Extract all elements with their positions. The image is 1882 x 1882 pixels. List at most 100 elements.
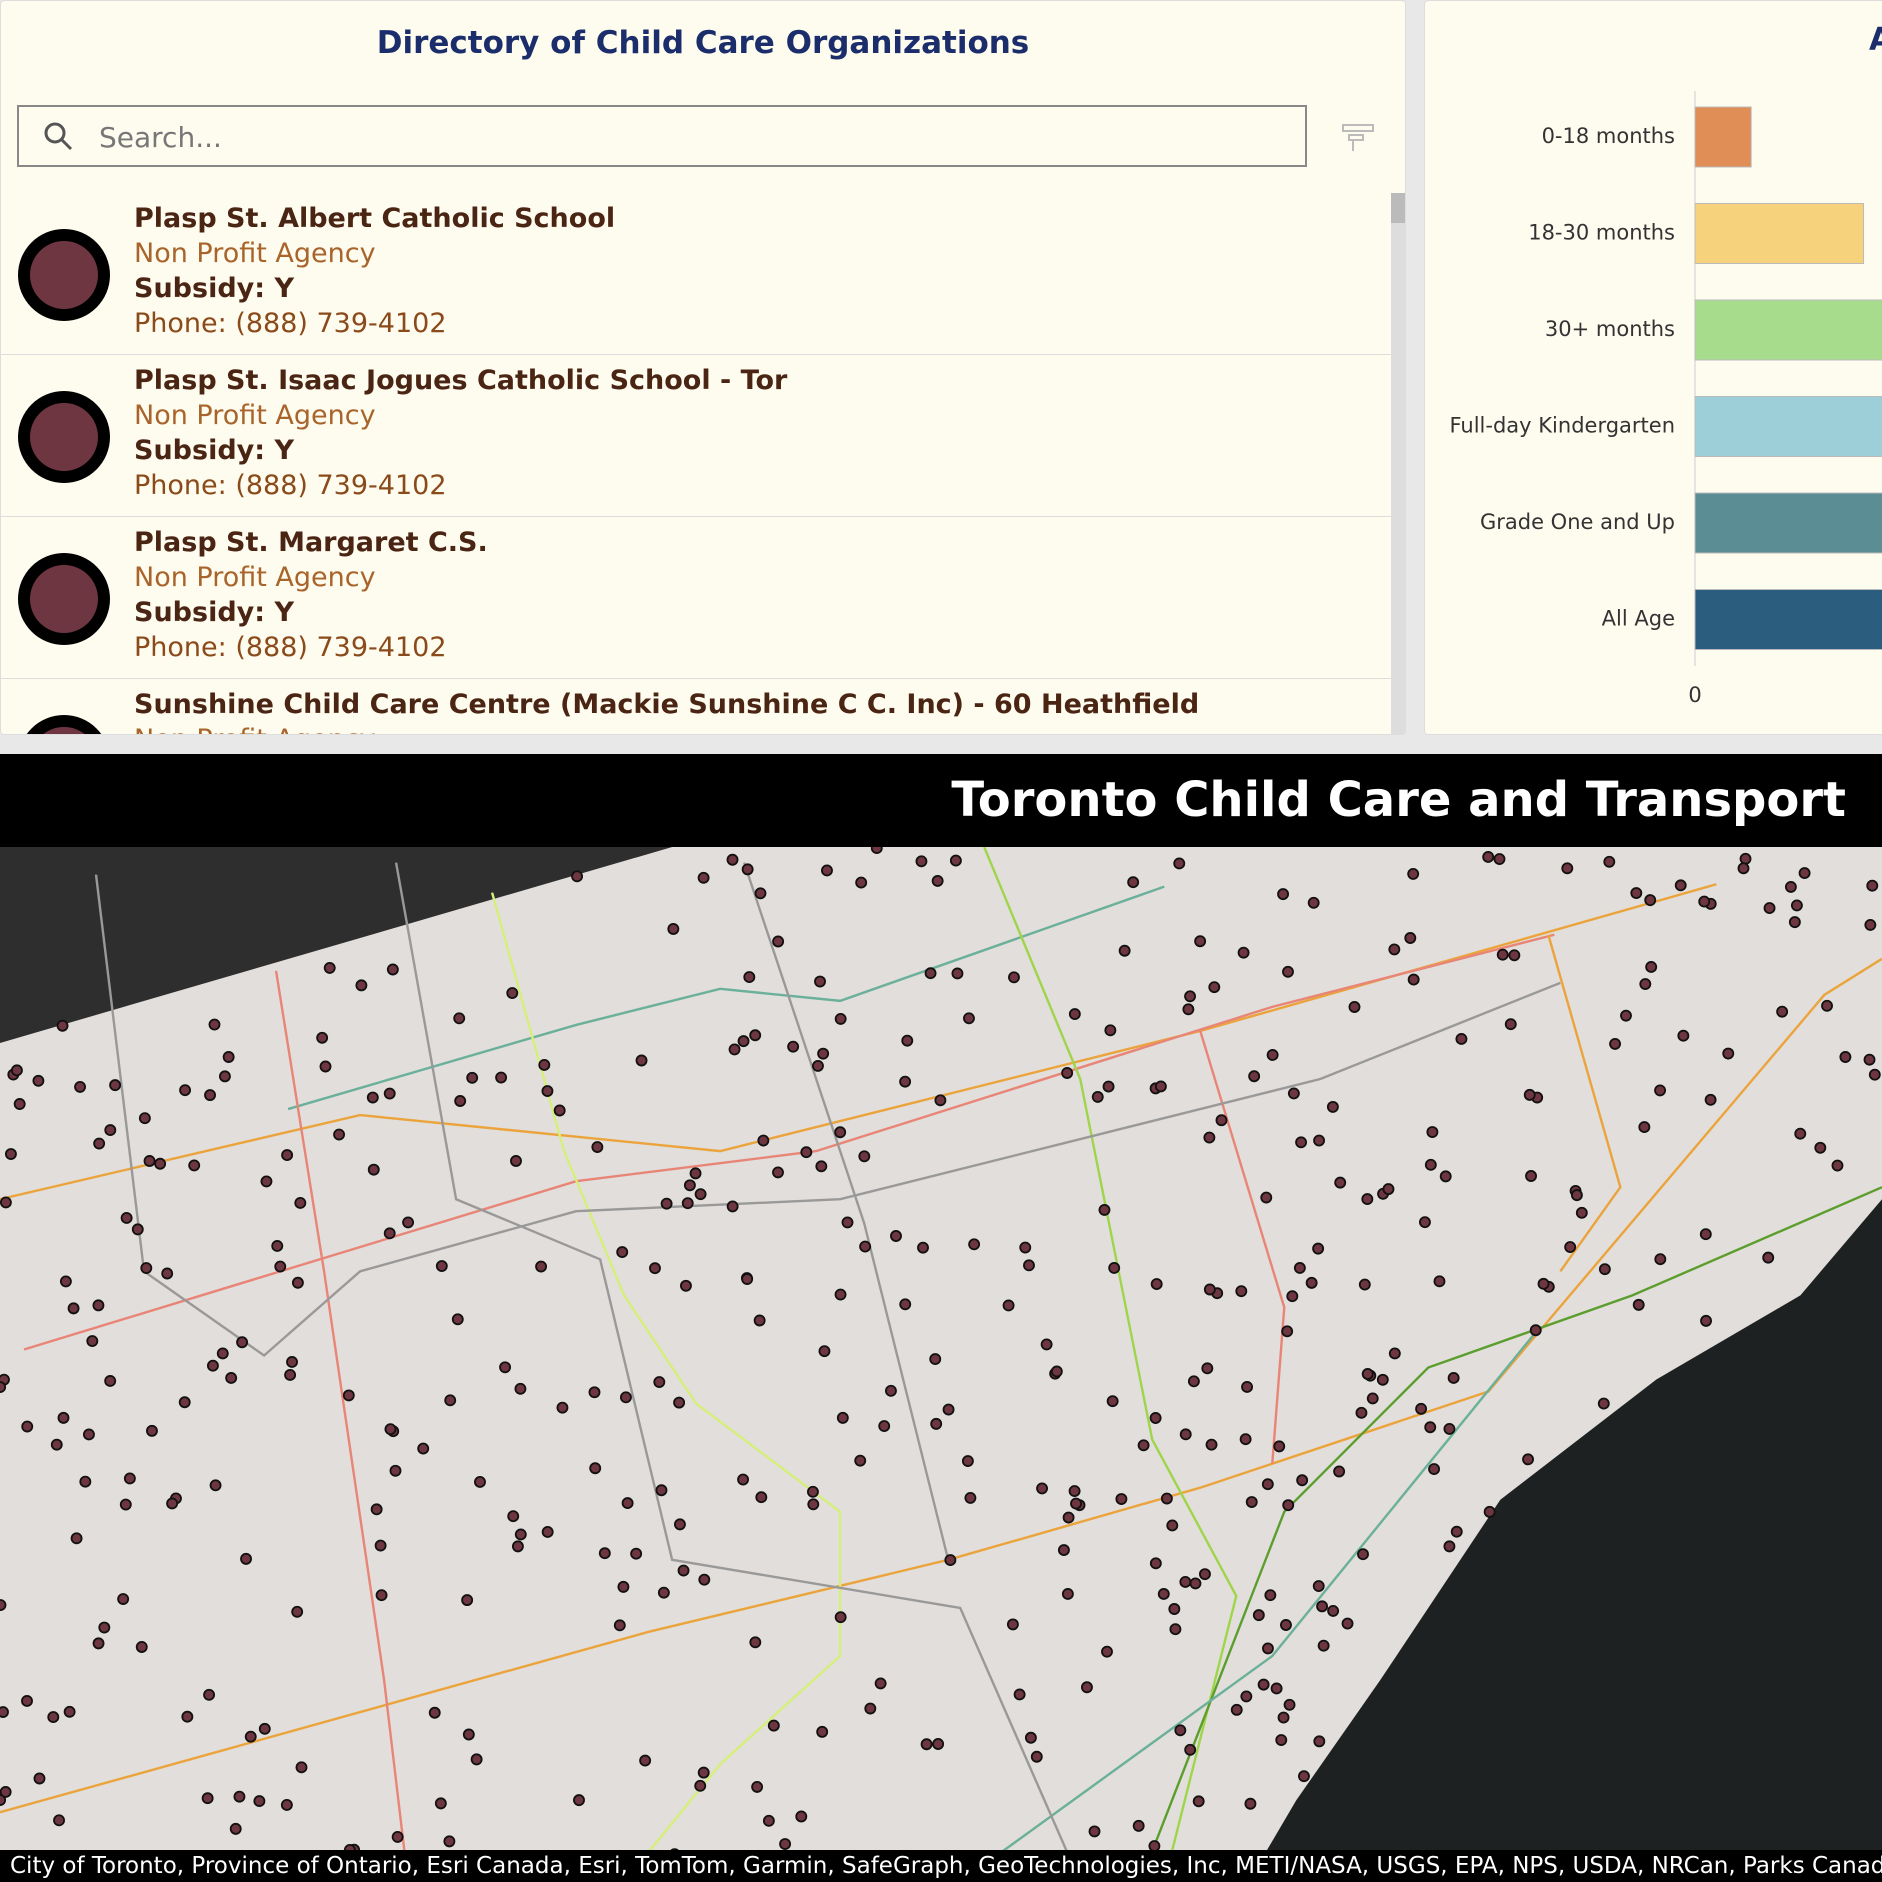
map-point [673, 1396, 686, 1409]
map-point [841, 1216, 854, 1229]
map[interactable] [0, 847, 1882, 1882]
map-point [1179, 1576, 1192, 1588]
map-point [146, 1424, 158, 1437]
search-box[interactable]: Search... [17, 105, 1307, 167]
map-point [1174, 1724, 1187, 1737]
map-point [1068, 1008, 1081, 1021]
map-point [806, 1485, 819, 1498]
map-point [1358, 1278, 1371, 1291]
category-label: 18-30 months [1528, 221, 1675, 245]
item-name: Sunshine Child Care Centre (Mackie Sunsh… [134, 689, 1200, 720]
map-point [342, 1389, 355, 1402]
map-point [589, 1462, 602, 1475]
map-point [92, 1299, 105, 1312]
map-point [617, 1580, 630, 1593]
list-item[interactable]: Plasp St. Isaac Jogues Catholic School -… [1, 355, 1391, 517]
map-point [284, 1369, 297, 1381]
map-point [1203, 1283, 1216, 1296]
list-item[interactable]: Plasp St. Albert Catholic School Non Prof… [1, 193, 1391, 355]
item-subsidy: Subsidy: Y [134, 597, 294, 628]
map-point [201, 1792, 214, 1805]
map-point [514, 1382, 527, 1395]
map-point [1644, 894, 1657, 907]
map-point [1523, 1088, 1536, 1101]
map-point [13, 1098, 26, 1110]
map-point [1287, 1087, 1300, 1100]
map-point [779, 1838, 792, 1850]
map-point [1424, 1158, 1437, 1171]
map-point [1699, 1228, 1712, 1241]
map-point [1312, 1580, 1325, 1592]
map-point [218, 1070, 231, 1083]
map-point [1609, 1037, 1622, 1050]
map-point [1814, 1141, 1827, 1154]
map-point [1674, 879, 1687, 892]
map-point [864, 1702, 877, 1715]
map-point [649, 1262, 661, 1275]
item-name: Plasp St. Isaac Jogues Catholic School -… [134, 365, 788, 396]
map-point [1561, 862, 1574, 875]
category-label: 30+ months [1545, 317, 1675, 341]
map-point [657, 1586, 670, 1599]
map-point [178, 1396, 191, 1409]
map-point [1104, 1024, 1117, 1037]
map-point [1118, 944, 1131, 957]
map-point [240, 1552, 252, 1565]
map-point [1230, 1703, 1243, 1716]
map-point [1357, 1548, 1369, 1561]
map-point [140, 1262, 153, 1275]
map-point [1245, 1496, 1258, 1508]
category-label: All Age [1602, 607, 1675, 631]
map-point [1240, 1690, 1253, 1703]
map-point [726, 853, 739, 866]
map-point [890, 1230, 902, 1242]
map-point [917, 1241, 929, 1254]
map-point [451, 1313, 464, 1326]
map-point [915, 855, 928, 868]
map-point [462, 1728, 475, 1741]
map-point [1132, 1819, 1145, 1832]
map-point [1839, 1051, 1852, 1063]
map-point [1482, 851, 1495, 863]
map-point [1282, 1499, 1295, 1512]
chart: A 0 0-18 months 18-30 months 30+ months Full… [1449, 22, 1882, 707]
map-point [50, 1438, 63, 1451]
map-point [571, 870, 584, 883]
map-point [511, 1540, 524, 1553]
map-point [1088, 1825, 1101, 1838]
map-point [899, 1298, 912, 1311]
filter-icon[interactable] [1341, 119, 1377, 155]
map-point [1157, 1588, 1170, 1600]
map-point [33, 1772, 46, 1785]
map-point [271, 1240, 284, 1252]
map-point [767, 1719, 780, 1732]
map-point [834, 1288, 847, 1301]
scrollbar[interactable] [1391, 193, 1405, 734]
map-point [899, 1075, 912, 1088]
map-point [1187, 1375, 1200, 1388]
item-type: Non Profit Agency [134, 724, 376, 734]
category-label: Grade One and Up [1480, 510, 1675, 534]
map-point [1645, 961, 1658, 973]
map-point [1184, 1743, 1197, 1756]
map-point [0, 1196, 12, 1209]
item-name: Plasp St. Margaret C.S. [134, 527, 488, 558]
map-point [929, 1353, 942, 1366]
map-point [383, 1087, 396, 1100]
map-point [154, 1157, 167, 1170]
map-point [815, 1160, 828, 1173]
map-point [901, 1034, 914, 1047]
map-point [260, 1175, 273, 1188]
map-point [749, 1636, 762, 1649]
map-point [697, 1766, 710, 1779]
map-point [229, 1822, 242, 1835]
map-point [1283, 1698, 1296, 1711]
list-item[interactable]: Plasp St. Margaret C.S. Non Profit Agency… [1, 517, 1391, 679]
map-point [1821, 999, 1833, 1012]
map-point [236, 1336, 249, 1349]
list-item[interactable]: Sunshine Child Care Centre (Mackie Sunsh… [1, 679, 1391, 734]
map-point [1237, 946, 1250, 959]
map-point [834, 1012, 847, 1025]
map-point [821, 864, 833, 877]
map-point [1654, 1084, 1667, 1097]
